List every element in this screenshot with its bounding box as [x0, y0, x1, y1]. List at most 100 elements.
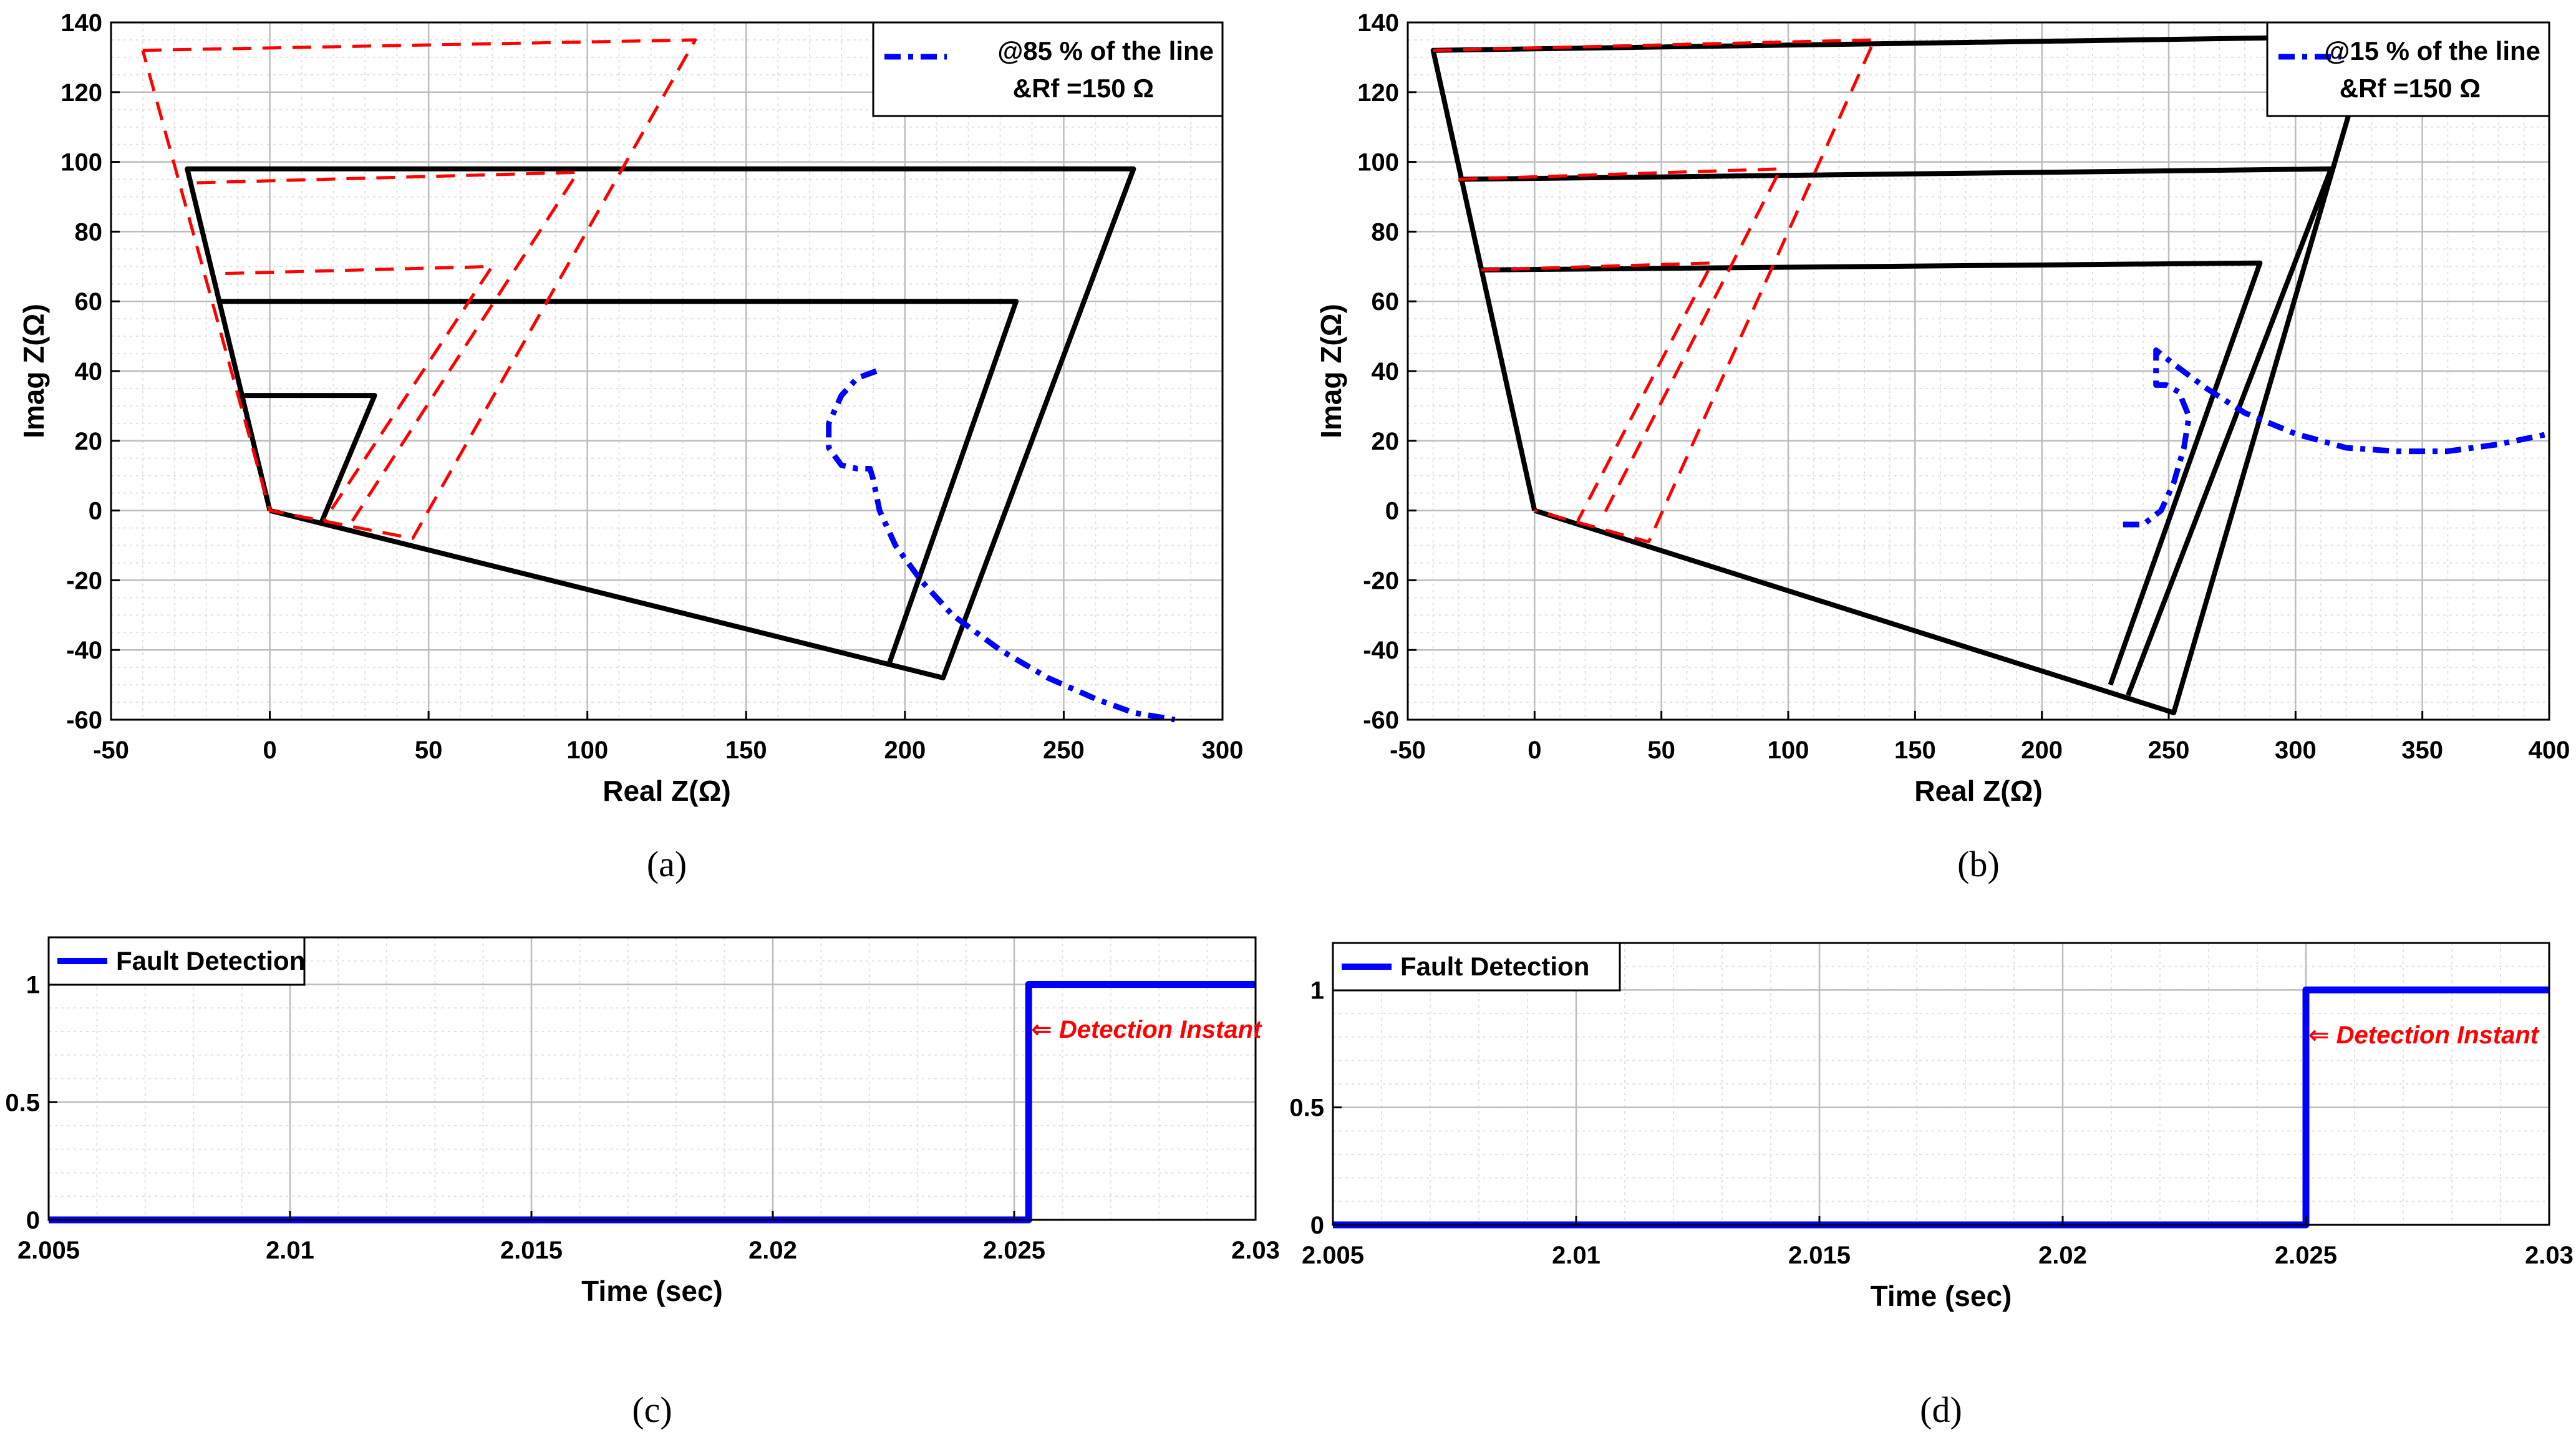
legend-label-2: &Rf =150 Ω — [1013, 74, 1154, 103]
x-tick-label: 50 — [415, 737, 443, 764]
y-axis-label: Imag Z(Ω) — [1315, 304, 1347, 438]
y-tick-label: -60 — [1363, 707, 1399, 734]
x-tick-label: 150 — [1894, 737, 1936, 764]
x-tick-label: 250 — [1043, 737, 1085, 764]
y-tick-label: 1 — [26, 972, 40, 999]
x-axis-label: Time (sec) — [581, 1275, 723, 1307]
x-tick-label: 100 — [1768, 737, 1809, 764]
series-impedance-trajectory — [2123, 347, 2550, 528]
y-tick-label: 100 — [61, 149, 102, 176]
x-tick-label: 350 — [2401, 737, 2443, 764]
series-zone-3-quadrilateral — [244, 393, 377, 526]
x-tick-label: 2.02 — [748, 1237, 797, 1264]
x-tick-label: 2.005 — [17, 1237, 80, 1264]
y-tick-label: 0 — [26, 1207, 40, 1234]
y-tick-label: 40 — [75, 358, 103, 385]
series-red-outer-polygon — [1433, 38, 1876, 544]
panel-caption: (c) — [632, 1389, 672, 1430]
y-tick-label: 0.5 — [5, 1089, 40, 1116]
x-axis-label: Real Z(Ω) — [1914, 775, 2043, 807]
x-tick-label: 2.03 — [2525, 1242, 2574, 1269]
legend-label: @85 % of the line — [997, 36, 1214, 65]
y-tick-label: 40 — [1372, 358, 1400, 385]
y-tick-label: -40 — [66, 637, 102, 664]
y-tick-label: 120 — [1357, 79, 1399, 107]
legend-label: Fault Detection — [116, 946, 305, 975]
x-tick-label: 250 — [2148, 737, 2190, 764]
x-axis-label: Time (sec) — [1871, 1280, 2012, 1312]
axes-frame — [47, 936, 1257, 1221]
detection-instant-annotation: ⇐ Detection Instant — [2308, 1022, 2540, 1049]
x-tick-label: 50 — [1647, 737, 1675, 764]
y-tick-label: 0 — [1385, 498, 1399, 525]
x-tick-label: 2.025 — [983, 1237, 1045, 1264]
y-tick-label: 80 — [1372, 218, 1400, 246]
panel-caption: (d) — [1920, 1389, 1962, 1430]
x-tick-label: -50 — [93, 737, 129, 764]
series-zone-middle-quadrilateral — [1458, 166, 2334, 697]
x-axis-label: Real Z(Ω) — [603, 775, 731, 807]
series-red-outer-polygon — [141, 38, 697, 540]
chart-b: -50 0 50 100 150 200 250 300 350 400 -60 -40 -20 0 20 4… — [1315, 9, 2570, 884]
legend-label: @15 % of the line — [2324, 36, 2540, 65]
y-tick-label: 120 — [61, 79, 102, 107]
x-tick-label: 0 — [263, 737, 276, 764]
panel-caption: (a) — [647, 844, 687, 884]
chart-d: 2.005 2.01 2.015 2.02 2.025 2.03 0 0.5 1 Time (se… — [1289, 942, 2574, 1430]
chart-a: -50 0 50 100 150 200 250 300 -60 -40 -20 0 20 40 60 80 1… — [17, 9, 1243, 884]
series-zone-outer-quadrilateral — [1430, 34, 2375, 715]
x-tick-label: 2.02 — [2038, 1242, 2087, 1269]
x-tick-label: 200 — [884, 737, 926, 764]
y-tick-label: 20 — [75, 428, 103, 455]
panel-caption: (b) — [1957, 844, 2000, 884]
y-tick-label: 60 — [1372, 288, 1400, 316]
series-zone-2-quadrilateral — [219, 299, 1019, 665]
x-tick-label: 2.015 — [500, 1237, 563, 1264]
axes-frame — [1332, 942, 2550, 1226]
x-tick-label: -50 — [1390, 737, 1426, 764]
y-tick-label: -60 — [66, 707, 102, 734]
y-tick-label: 0 — [1310, 1212, 1324, 1239]
y-tick-label: 20 — [1372, 428, 1400, 455]
y-tick-label: 0.5 — [1289, 1095, 1324, 1122]
x-tick-label: 2.015 — [1788, 1242, 1851, 1269]
x-tick-label: 100 — [566, 737, 608, 764]
x-tick-label: 200 — [2021, 737, 2063, 764]
x-tick-label: 2.03 — [1231, 1237, 1280, 1264]
series-zone-inner-quadrilateral — [1481, 260, 2263, 686]
x-tick-label: 0 — [1528, 737, 1541, 764]
y-tick-label: -20 — [1363, 567, 1399, 594]
detection-instant-annotation: ⇐ Detection Instant — [1031, 1016, 1262, 1043]
y-tick-label: 0 — [89, 498, 102, 525]
x-tick-label: 2.025 — [2275, 1242, 2337, 1269]
x-tick-label: 400 — [2529, 737, 2570, 764]
series-zone-1-quadrilateral — [185, 166, 1136, 680]
series-red-middle-reach — [1458, 167, 1783, 522]
y-tick-label: 80 — [75, 218, 103, 246]
legend-label: Fault Detection — [1400, 952, 1589, 981]
series-red-inner-reach — [1481, 261, 1714, 522]
legend: Fault Detection — [47, 936, 306, 986]
chart-c: 2.005 2.01 2.015 2.02 2.025 2.03 0 0.5 1 Time (se… — [5, 936, 1280, 1430]
legend: Fault Detection — [1332, 942, 1621, 992]
series-impedance-trajectory — [826, 368, 1176, 723]
series-red-middle-reach — [196, 170, 579, 522]
x-tick-label: 2.01 — [266, 1237, 314, 1264]
y-tick-label: 1 — [1310, 977, 1324, 1004]
x-tick-label: 300 — [1202, 737, 1244, 764]
legend-label-2: &Rf =150 Ω — [2340, 74, 2481, 103]
x-tick-label: 150 — [725, 737, 767, 764]
y-tick-label: 60 — [75, 288, 103, 316]
y-tick-label: 140 — [1357, 9, 1399, 37]
legend: @15 % of the line&Rf =150 Ω — [2266, 21, 2550, 117]
y-tick-label: -20 — [66, 567, 102, 594]
y-tick-label: 100 — [1357, 149, 1399, 176]
y-axis-label: Imag Z(Ω) — [17, 304, 50, 438]
legend-box — [2266, 21, 2550, 117]
y-tick-label: 140 — [61, 9, 102, 37]
x-tick-label: 2.005 — [1302, 1242, 1364, 1269]
legend-box — [872, 21, 1224, 117]
x-tick-label: 300 — [2275, 737, 2317, 764]
legend: @85 % of the line&Rf =150 Ω — [872, 21, 1224, 117]
